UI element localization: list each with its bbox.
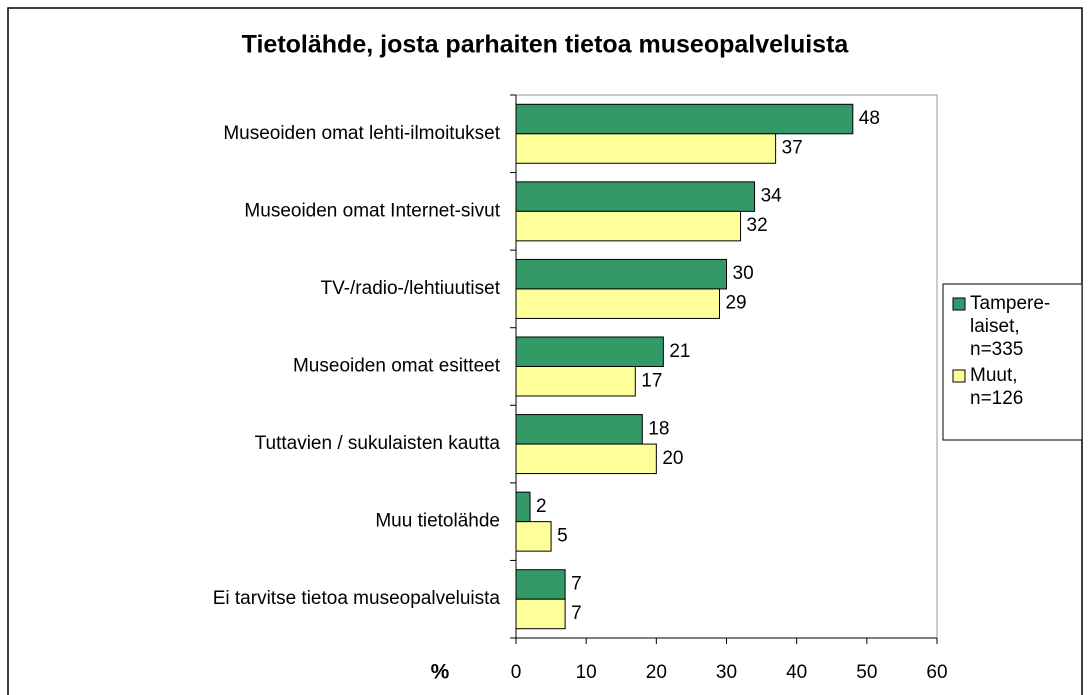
- y-tick-label: Tuttavien / sukulaisten kautta: [255, 433, 501, 454]
- value-label: 7: [571, 603, 582, 624]
- bar: [515, 569, 566, 600]
- bar: [515, 103, 854, 135]
- y-tick-label: Museoiden omat Internet-sivut: [244, 200, 500, 221]
- legend-swatch: [952, 297, 966, 311]
- bar: [515, 288, 720, 319]
- legend-label: Muut, n=126: [970, 365, 1024, 409]
- x-tick-label: 10: [576, 662, 597, 683]
- value-label: 32: [747, 215, 768, 236]
- x-tick-label: 40: [786, 662, 807, 683]
- bar: [515, 491, 531, 523]
- value-label: 48: [859, 108, 880, 129]
- bar: [515, 414, 643, 445]
- value-label: 34: [761, 186, 783, 207]
- x-tick-label: 60: [926, 662, 947, 683]
- bar: [515, 181, 756, 212]
- bar: [515, 210, 742, 242]
- legend-swatch: [952, 369, 966, 383]
- bar: [515, 521, 552, 552]
- x-tick-label: 30: [716, 662, 737, 683]
- bar: [515, 133, 777, 164]
- value-label: 21: [669, 341, 690, 362]
- x-tick-label: 20: [646, 662, 667, 683]
- bar: [515, 336, 664, 367]
- y-tick-label: Museoiden omat esitteet: [293, 356, 501, 377]
- bar: [515, 366, 636, 397]
- y-tick-label: Ei tarvitse tietoa museopalveluista: [213, 588, 501, 609]
- y-tick-label: Muu tietolähde: [375, 511, 500, 532]
- legend-label: Tampere-laiset, n=335: [970, 293, 1051, 360]
- value-label: 37: [782, 138, 803, 159]
- value-label: 2: [536, 496, 547, 517]
- y-tick-label: TV-/radio-/lehtiuutiset: [320, 278, 500, 299]
- value-label: 18: [648, 418, 669, 439]
- y-tick-label: Museoiden omat lehti-ilmoitukset: [223, 123, 500, 144]
- value-label: 29: [725, 293, 746, 314]
- x-tick-label: 50: [856, 662, 877, 683]
- legend-box: [942, 283, 1083, 441]
- chart-title: Tietolähde, josta parhaiten tietoa museo…: [242, 31, 850, 59]
- x-tick-label: 0: [511, 662, 522, 683]
- value-label: 7: [571, 573, 582, 594]
- bar: [515, 443, 657, 475]
- x-axis-label: %: [431, 661, 450, 684]
- value-label: 5: [557, 525, 568, 546]
- bar: [515, 598, 566, 630]
- value-label: 17: [641, 370, 662, 391]
- bar: [515, 258, 727, 290]
- value-label: 30: [733, 263, 754, 284]
- value-label: 20: [662, 448, 683, 469]
